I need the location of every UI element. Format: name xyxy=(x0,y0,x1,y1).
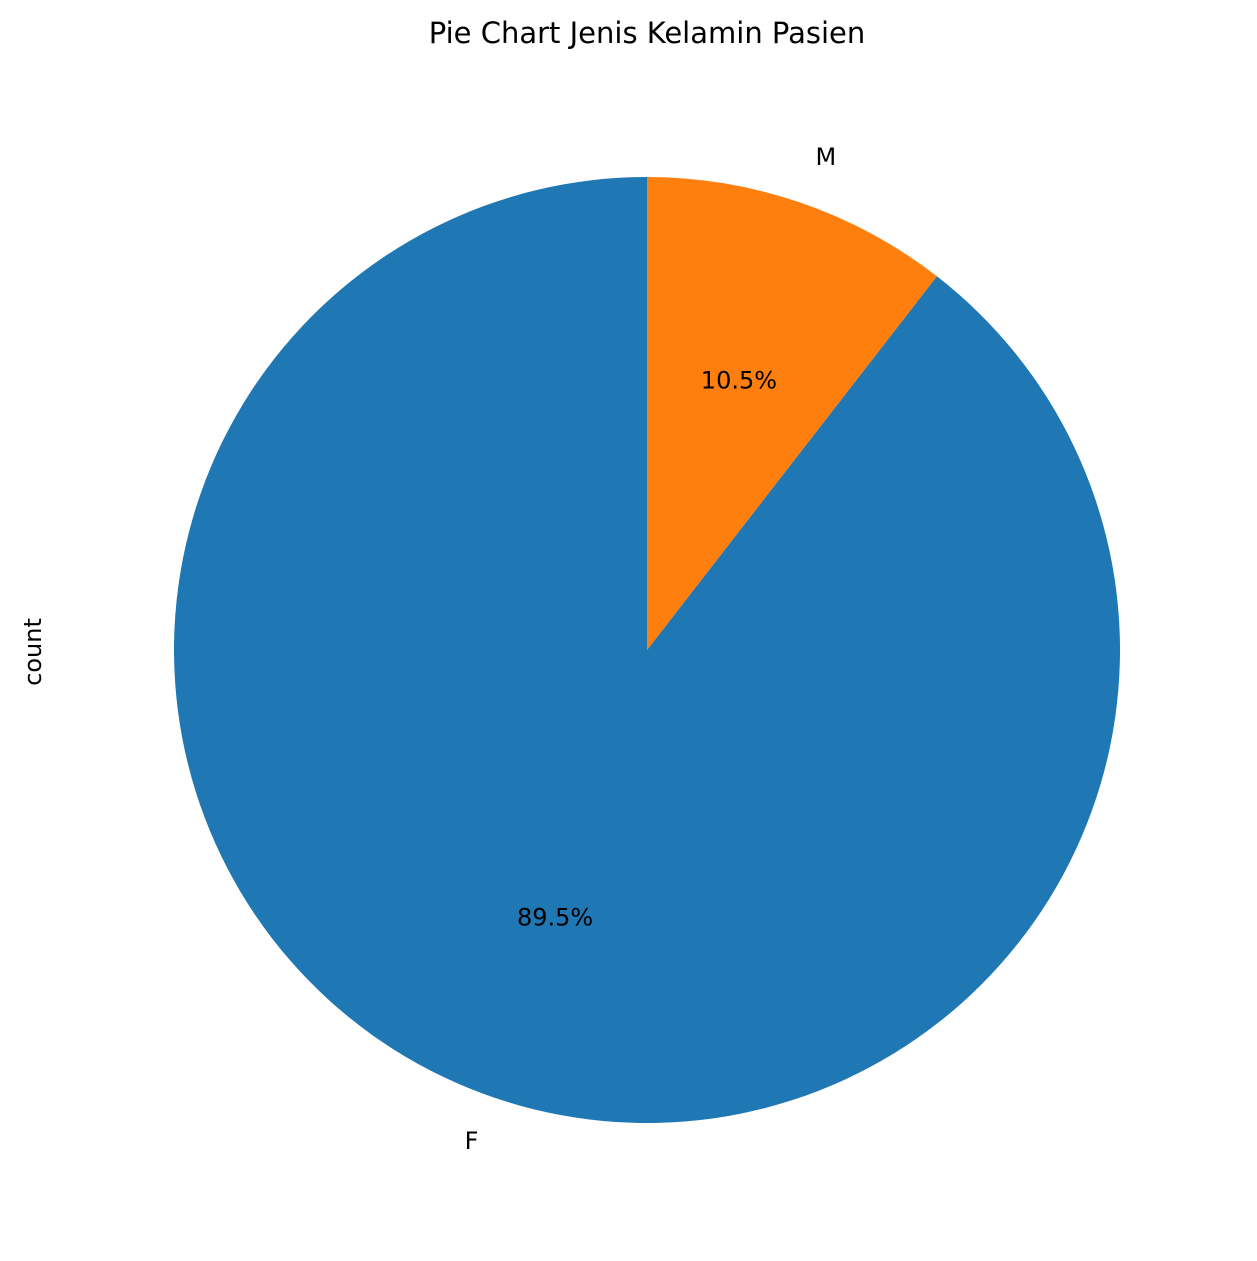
chart-title: Pie Chart Jenis Kelamin Pasien xyxy=(429,16,866,50)
slice-percent-f: 89.5% xyxy=(517,903,593,931)
pie-slices xyxy=(173,177,1120,1123)
pie-slice-f xyxy=(173,177,1120,1123)
y-axis-label: count xyxy=(19,618,47,686)
pie-slice-m xyxy=(647,177,937,650)
slice-percent-m: 10.5% xyxy=(701,367,777,395)
pie-labels: F 89.5% M 10.5% xyxy=(465,143,837,1155)
slice-label-f: F xyxy=(465,1127,479,1155)
slice-label-m: M xyxy=(816,143,837,171)
